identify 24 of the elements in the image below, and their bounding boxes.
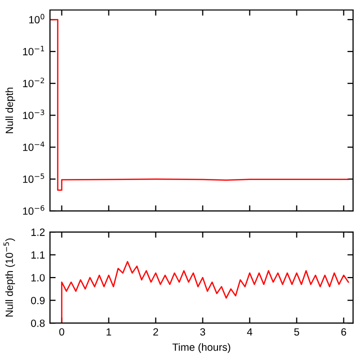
- y-tick-label: 0.9: [31, 296, 45, 304]
- x-tick-label: 0: [59, 328, 64, 336]
- y-tick-label: 10$^{−2}$: [23, 78, 44, 88]
- x-tick-label: 3: [200, 328, 206, 336]
- line-series: [61, 261, 349, 324]
- y-tick-label: 1.2: [31, 228, 45, 236]
- x-tick-label: 5: [294, 328, 300, 336]
- y-axis-title: Null depth: [5, 88, 16, 134]
- line-series: [50, 18, 349, 191]
- y-axis-title: Null depth (10$^{−5}$): [4, 238, 16, 316]
- y-tick-label: 1.0: [31, 274, 45, 282]
- y-tick-label: 10$^{−3}$: [23, 110, 44, 120]
- y-tick-label: 1.1: [31, 251, 45, 259]
- y-tick-label: 10$^{−4}$: [23, 142, 44, 151]
- y-tick-label: 10$^{−5}$: [23, 173, 44, 183]
- y-tick-label: 10$^{0}$: [29, 14, 44, 24]
- x-tick-label: 2: [153, 328, 158, 336]
- y-tick-label: 10$^{−1}$: [23, 46, 44, 56]
- x-tick-label: 6: [341, 328, 346, 336]
- x-tick-label: 4: [247, 328, 252, 336]
- y-tick-label: 10$^{−6}$: [23, 205, 44, 215]
- x-tick-label: 1: [106, 328, 112, 336]
- y-tick-label: 0.8: [31, 320, 45, 327]
- x-axis-title: Time (hours): [172, 343, 230, 353]
